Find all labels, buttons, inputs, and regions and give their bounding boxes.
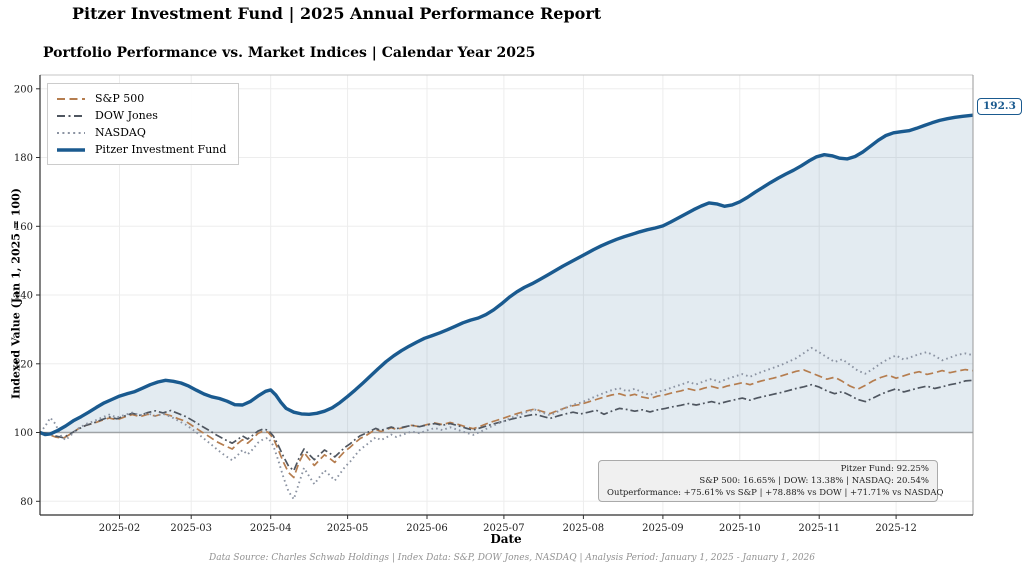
chart-legend: S&P 500 DOW Jones NASDAQ Pitzer Investme… — [47, 83, 240, 165]
svg-text:80: 80 — [20, 497, 33, 508]
svg-text:2025-11: 2025-11 — [798, 523, 840, 534]
svg-text:160: 160 — [14, 222, 33, 233]
legend-item-nasdaq: NASDAQ — [56, 124, 226, 141]
svg-text:2025-06: 2025-06 — [406, 523, 448, 534]
legend-item-dow: DOW Jones — [56, 107, 226, 124]
svg-text:2025-07: 2025-07 — [483, 523, 525, 534]
svg-text:2025-09: 2025-09 — [642, 523, 684, 534]
stats-outperformance-line: Outperformance: +75.61% vs S&P | +78.88%… — [607, 487, 944, 498]
stats-pitzer-line: Pitzer Fund: 92.25% — [840, 464, 929, 474]
legend-label: DOW Jones — [95, 109, 158, 122]
svg-text:2025-05: 2025-05 — [327, 523, 369, 534]
svg-text:2025-12: 2025-12 — [875, 523, 917, 534]
svg-text:2025-08: 2025-08 — [563, 523, 605, 534]
svg-text:100: 100 — [14, 428, 33, 439]
sp500-line-swatch-icon — [57, 97, 85, 100]
svg-text:2025-10: 2025-10 — [719, 523, 761, 534]
legend-label: Pitzer Investment Fund — [95, 143, 227, 156]
performance-stats-box: Pitzer Fund: 92.25% S&P 500: 16.65% | DO… — [598, 460, 944, 502]
pitzer-line-swatch-icon — [57, 147, 85, 152]
data-source-footer: Data Source: Charles Schwab Holdings | I… — [208, 553, 815, 563]
nasdaq-line-swatch-icon — [57, 131, 85, 134]
y-axis-label: Indexed Value (Jan 1, 2025 = 100) — [9, 188, 23, 399]
svg-text:180: 180 — [14, 153, 33, 164]
chart-subtitle: Portfolio Performance vs. Market Indices… — [43, 45, 536, 61]
legend-item-sp500: S&P 500 — [56, 90, 226, 107]
legend-label: S&P 500 — [95, 92, 145, 105]
x-axis-label: Date — [490, 532, 522, 546]
svg-text:200: 200 — [14, 84, 33, 95]
end-value-annotation: 192.3 — [977, 98, 1022, 116]
svg-text:120: 120 — [14, 359, 33, 370]
legend-item-pitzer: Pitzer Investment Fund — [56, 141, 226, 158]
svg-text:2025-04: 2025-04 — [250, 523, 292, 534]
svg-text:2025-02: 2025-02 — [99, 523, 141, 534]
stats-indices-line: S&P 500: 16.65% | DOW: 13.38% | NASDAQ: … — [699, 475, 929, 486]
svg-text:140: 140 — [14, 291, 33, 302]
legend-label: NASDAQ — [95, 126, 146, 139]
svg-text:2025-03: 2025-03 — [170, 523, 212, 534]
dow-line-swatch-icon — [57, 114, 85, 117]
report-title: Pitzer Investment Fund | 2025 Annual Per… — [72, 4, 602, 23]
